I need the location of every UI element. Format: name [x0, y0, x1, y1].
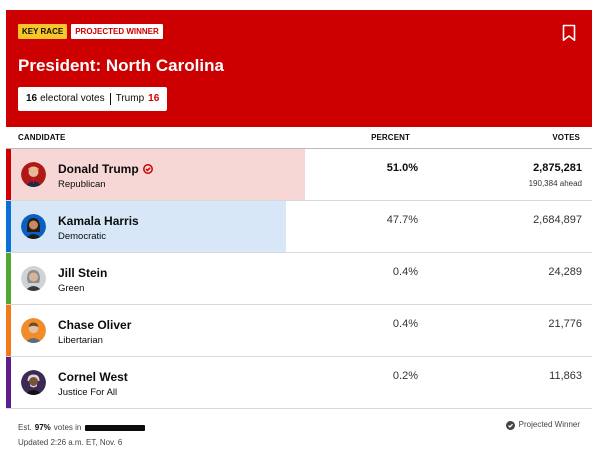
key-race-badge: KEY RACE	[18, 24, 68, 39]
ev-label: electoral votes	[40, 93, 105, 104]
party-color-stripe	[6, 305, 11, 356]
candidate-votes: 11,863	[549, 370, 582, 382]
est-suffix: votes in	[53, 423, 82, 432]
party-color-stripe	[6, 201, 11, 252]
column-votes: VOTES	[552, 133, 580, 142]
table-header: CANDIDATE PERCENT VOTES	[6, 127, 592, 149]
avatar	[21, 370, 46, 395]
redacted-region	[85, 425, 146, 431]
candidate-percent: 0.4%	[392, 318, 418, 330]
avatar	[21, 318, 46, 343]
ev-count: 16	[26, 93, 38, 104]
avatar	[21, 266, 46, 291]
candidate-percent: 0.2%	[392, 370, 418, 382]
candidate-name: Kamala Harris	[58, 214, 139, 228]
column-percent: PERCENT	[371, 133, 410, 142]
candidate-name: Cornel West	[58, 370, 128, 384]
candidate-party: Libertarian	[58, 335, 103, 346]
vote-share-bar	[6, 201, 286, 252]
ev-winner-name: Trump	[115, 93, 145, 104]
candidate-name: Jill Stein	[58, 266, 108, 280]
vote-share-bar	[6, 149, 305, 200]
ev-divider	[109, 93, 111, 105]
results-footer: Est. 97% votes in Updated 2:26 a.m. ET, …	[6, 409, 592, 457]
candidate-percent: 0.4%	[392, 266, 418, 278]
projected-check-icon	[505, 420, 515, 430]
projected-winner-legend: Projected Winner	[505, 420, 580, 430]
candidate-party: Democratic	[58, 231, 107, 242]
page-title: President: North Carolina	[18, 56, 224, 75]
candidate-party: Republican	[58, 179, 106, 190]
candidate-party: Green	[58, 283, 85, 294]
ev-winner-count: 16	[148, 93, 160, 104]
votes-ahead: 190,384 ahead	[528, 179, 582, 188]
vote-estimate: Est. 97% votes in	[18, 423, 580, 433]
avatar	[21, 214, 46, 239]
candidate-percent: 51.0%	[386, 162, 418, 174]
badge-group: KEY RACE PROJECTED WINNER	[18, 24, 580, 39]
party-color-stripe	[6, 253, 11, 304]
candidate-name: Donald Trump	[58, 162, 153, 176]
est-percent: 97%	[34, 423, 51, 432]
table-row[interactable]: Chase Oliver Libertarian 0.4% 21,776	[6, 305, 592, 357]
projected-legend-label: Projected Winner	[518, 420, 580, 429]
candidate-votes: 24,289	[548, 266, 582, 278]
avatar	[21, 162, 46, 187]
est-prefix: Est.	[18, 423, 32, 432]
candidate-list: Donald Trump Republican 51.0% 2,875,281 …	[6, 149, 592, 409]
winner-check-icon	[142, 164, 153, 174]
bookmark-icon[interactable]	[562, 24, 576, 42]
table-row[interactable]: Donald Trump Republican 51.0% 2,875,281 …	[6, 149, 592, 201]
column-candidate: CANDIDATE	[18, 133, 66, 142]
race-results-card: KEY RACE PROJECTED WINNER President: Nor…	[6, 10, 592, 455]
table-row[interactable]: Cornel West Justice For All 0.2% 11,863	[6, 357, 592, 409]
race-header: KEY RACE PROJECTED WINNER President: Nor…	[6, 10, 592, 127]
party-color-stripe	[6, 357, 11, 408]
party-color-stripe	[6, 149, 11, 200]
candidate-votes: 2,875,281	[533, 162, 582, 174]
candidate-votes: 2,684,897	[533, 214, 582, 226]
projected-winner-badge: PROJECTED WINNER	[71, 24, 163, 39]
candidate-votes: 21,776	[548, 318, 582, 330]
electoral-votes-summary: 16 electoral votes Trump 16	[18, 87, 168, 111]
candidate-name-text: Donald Trump	[58, 162, 139, 176]
candidate-percent: 47.7%	[386, 214, 418, 226]
candidate-name: Chase Oliver	[58, 318, 132, 332]
table-row[interactable]: Jill Stein Green 0.4% 24,289	[6, 253, 592, 305]
candidate-party: Justice For All	[58, 387, 118, 398]
updated-timestamp: Updated 2:26 a.m. ET, Nov. 6	[18, 438, 123, 447]
table-row[interactable]: Kamala Harris Democratic 47.7% 2,684,897	[6, 201, 592, 253]
